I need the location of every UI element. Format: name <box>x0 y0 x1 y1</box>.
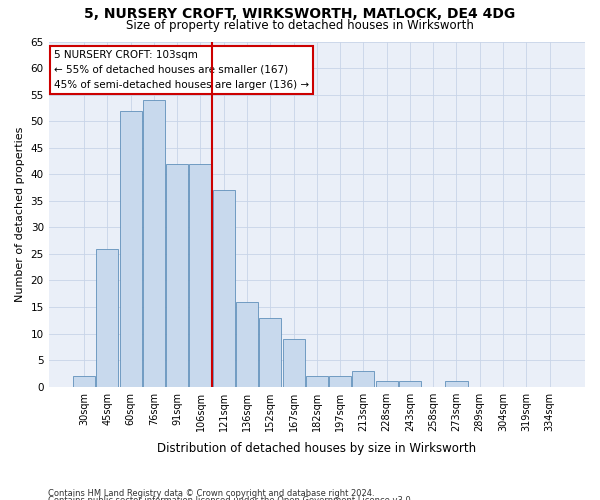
Bar <box>97 248 118 386</box>
Bar <box>445 382 467 386</box>
Bar <box>306 376 328 386</box>
Text: Contains public sector information licensed under the Open Government Licence v3: Contains public sector information licen… <box>48 496 413 500</box>
Bar <box>283 339 305 386</box>
Bar <box>259 318 281 386</box>
Bar <box>166 164 188 386</box>
Bar <box>399 382 421 386</box>
Text: Contains HM Land Registry data © Crown copyright and database right 2024.: Contains HM Land Registry data © Crown c… <box>48 489 374 498</box>
Bar <box>73 376 95 386</box>
X-axis label: Distribution of detached houses by size in Wirksworth: Distribution of detached houses by size … <box>157 442 476 455</box>
Bar <box>352 370 374 386</box>
Bar <box>329 376 351 386</box>
Bar <box>212 190 235 386</box>
Text: 5 NURSERY CROFT: 103sqm
← 55% of detached houses are smaller (167)
45% of semi-d: 5 NURSERY CROFT: 103sqm ← 55% of detache… <box>54 50 309 90</box>
Y-axis label: Number of detached properties: Number of detached properties <box>15 126 25 302</box>
Bar <box>119 110 142 386</box>
Text: 5, NURSERY CROFT, WIRKSWORTH, MATLOCK, DE4 4DG: 5, NURSERY CROFT, WIRKSWORTH, MATLOCK, D… <box>85 8 515 22</box>
Bar <box>376 382 398 386</box>
Text: Size of property relative to detached houses in Wirksworth: Size of property relative to detached ho… <box>126 18 474 32</box>
Bar <box>143 100 165 386</box>
Bar <box>236 302 258 386</box>
Bar <box>190 164 212 386</box>
